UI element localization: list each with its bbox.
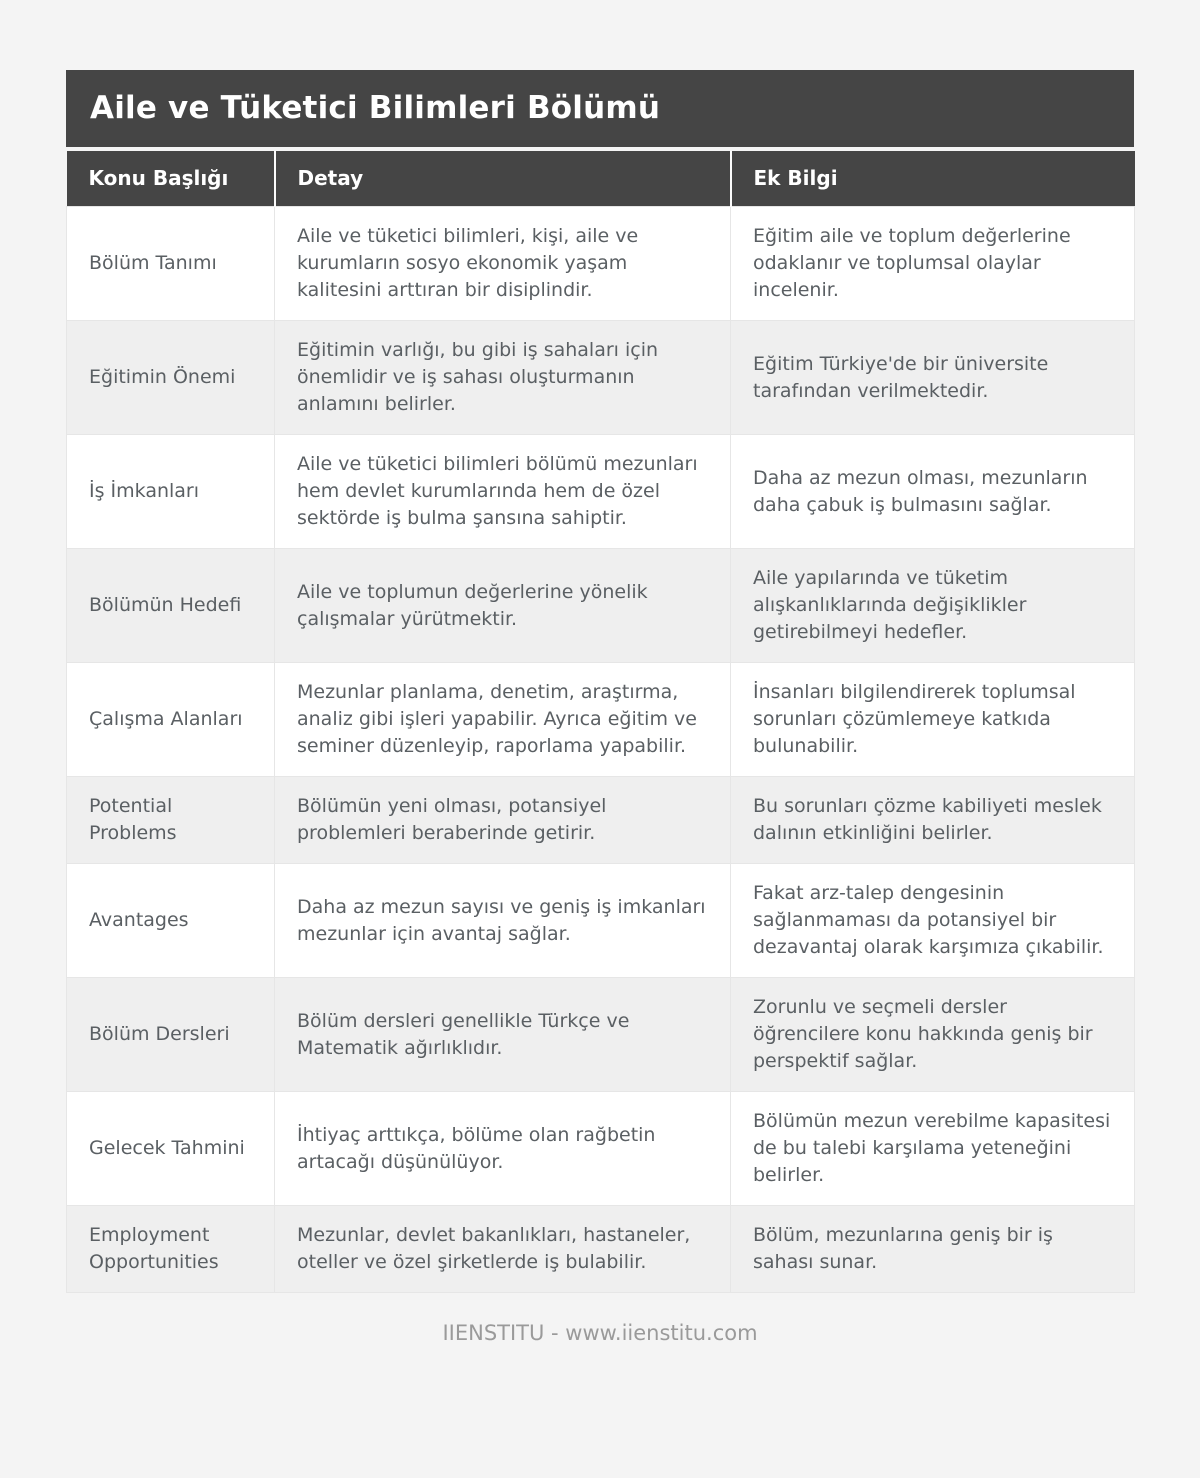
table-row: Employment Opportunities Mezunlar, devle… [66,1205,1135,1293]
topic-cell: Gelecek Tahmini [66,1091,275,1206]
extra-cell: Eğitim aile ve toplum değerlerine odakla… [730,206,1135,321]
topic-cell: Eğitimin Önemi [66,320,275,435]
extra-cell: Bölümün mezun verebilme kapasitesi de bu… [730,1091,1135,1206]
table-row: Eğitimin Önemi Eğitimin varlığı, bu gibi… [66,320,1135,435]
extra-cell: Zorunlu ve seçmeli dersler öğrencilere k… [730,977,1135,1092]
topic-cell: Potential Problems [66,776,275,864]
detail-cell: Aile ve tüketici bilimleri, kişi, aile v… [274,206,731,321]
detail-cell: Aile ve toplumun değerlerine yönelik çal… [274,548,731,663]
footer-text: IIENSTITU - www.iienstitu.com [442,1321,758,1345]
topic-cell: İş İmkanları [66,434,275,549]
column-header-row: Konu Başlığı Detay Ek Bilgi [66,151,1135,207]
department-info-table: Konu Başlığı Detay Ek Bilgi Bölüm Tanımı… [66,151,1135,1293]
extra-cell: Aile yapılarında ve tüketim alışkanlıkla… [730,548,1135,663]
detail-cell: Mezunlar planlama, denetim, araştırma, a… [274,662,731,777]
detail-cell: İhtiyaç arttıkça, bölüme olan rağbetin a… [274,1091,731,1206]
detail-cell: Bölüm dersleri genellikle Türkçe ve Mate… [274,977,731,1092]
page: { "page": { "title": "Aile ve Tüketici B… [0,70,1200,1478]
page-title: Aile ve Tüketici Bilimleri Bölümü [66,70,1134,147]
topic-cell: Employment Opportunities [66,1205,275,1293]
extra-cell: Daha az mezun olması, mezunların daha ça… [730,434,1135,549]
table-row: Gelecek Tahmini İhtiyaç arttıkça, bölüme… [66,1091,1135,1206]
topic-cell: Bölüm Tanımı [66,206,275,321]
detail-cell: Aile ve tüketici bilimleri bölümü mezunl… [274,434,731,549]
table-row: Bölüm Dersleri Bölüm dersleri genellikle… [66,977,1135,1092]
table-row: Çalışma Alanları Mezunlar planlama, dene… [66,662,1135,777]
col-header-detail: Detay [274,151,732,207]
table-row: Bölüm Tanımı Aile ve tüketici bilimleri,… [66,206,1135,321]
extra-cell: Eğitim Türkiye'de bir üniversite tarafın… [730,320,1135,435]
topic-cell: Avantages [66,863,275,978]
col-header-topic: Konu Başlığı [66,151,276,207]
topic-cell: Bölümün Hedefi [66,548,275,663]
department-table-card: Aile ve Tüketici Bilimleri Bölümü Konu B… [66,70,1135,1293]
col-header-extra: Ek Bilgi [730,151,1135,207]
table-row: İş İmkanları Aile ve tüketici bilimleri … [66,434,1135,549]
detail-cell: Mezunlar, devlet bakanlıkları, hastanele… [274,1205,731,1293]
detail-cell: Bölümün yeni olması, potansiyel probleml… [274,776,731,864]
extra-cell: Bölüm, mezunlarına geniş bir iş sahası s… [730,1205,1135,1293]
table-row: Potential Problems Bölümün yeni olması, … [66,776,1135,864]
extra-cell: Bu sorunları çözme kabiliyeti meslek dal… [730,776,1135,864]
table-row: Avantages Daha az mezun sayısı ve geniş … [66,863,1135,978]
extra-cell: İnsanları bilgilendirerek toplumsal soru… [730,662,1135,777]
detail-cell: Daha az mezun sayısı ve geniş iş imkanla… [274,863,731,978]
topic-cell: Çalışma Alanları [66,662,275,777]
detail-cell: Eğitimin varlığı, bu gibi iş sahaları iç… [274,320,731,435]
extra-cell: Fakat arz-talep dengesinin sağlanmaması … [730,863,1135,978]
table-row: Bölümün Hedefi Aile ve toplumun değerler… [66,548,1135,663]
topic-cell: Bölüm Dersleri [66,977,275,1092]
